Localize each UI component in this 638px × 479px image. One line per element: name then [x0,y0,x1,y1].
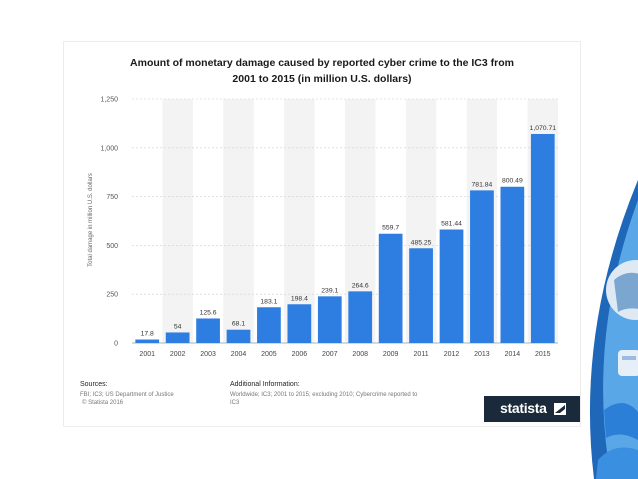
globe-decoration-icon [589,180,638,479]
value-label: 183.1 [260,298,277,305]
statista-logo[interactable]: statista [484,396,580,422]
value-label: 239.1 [321,287,338,294]
value-label: 54 [174,323,182,330]
x-tick-label: 2015 [535,351,551,358]
x-tick-label: 2011 [414,351,429,358]
y-tick-label: 750 [106,194,118,201]
chart-title-line-2: 2001 to 2015 (in million U.S. dollars) [232,73,411,85]
bar [196,318,220,343]
sources-line-1: FBI; IC3; US Department of Justice [80,392,174,398]
x-tick-label: 2008 [352,351,368,358]
column-band [223,99,254,343]
x-tick-label: 2014 [505,351,521,358]
bar [287,304,312,343]
x-tick-label: 2013 [474,351,490,358]
y-tick-label: 1,000 [100,145,118,152]
y-tick-labels: 0 250 500 750 1,000 1,250 [100,97,118,348]
additional-info-line-2: IC3 [230,400,240,406]
bar [378,233,403,343]
y-tick-label: 1,250 [100,97,118,104]
bar [257,307,281,343]
x-tick-label: 2006 [292,351,308,358]
value-label: 581.44 [441,221,462,228]
bar [470,190,494,343]
bar [317,296,342,343]
bar [135,339,160,343]
additional-info-label: Additional Information: [230,381,300,388]
bar [439,229,464,343]
bar [500,186,525,343]
bars [135,133,555,343]
value-label: 800.49 [502,178,523,185]
value-label: 264.6 [352,282,369,289]
value-label: 17.8 [141,331,154,338]
x-tick-label: 2001 [139,351,155,358]
x-tick-label: 2005 [261,351,277,358]
value-label: 198.4 [291,295,308,302]
value-label: 781.84 [472,181,493,188]
statista-mark-icon [554,403,566,415]
value-label: 68.1 [232,321,245,328]
sources-line-2: © Statista 2016 [82,400,124,406]
additional-info-line-1: Worldwide; IC3; 2001 to 2015; excluding … [230,392,418,398]
bar-chart: Amount of monetary damage caused by repo… [88,57,558,358]
chart-footer: Sources: FBI; IC3; US Department of Just… [80,381,580,421]
value-label: 1,070.71 [530,125,557,132]
x-tick-label: 2003 [200,351,216,358]
value-label: 559.7 [382,225,399,232]
y-tick-label: 0 [114,341,118,348]
x-tick-label: 2012 [444,351,460,358]
bar [530,133,555,343]
x-tick-labels: 2001 2002 2003 2004 2005 2006 2007 2008 2009 2011… [139,351,550,358]
x-tick-label: 2004 [231,351,247,358]
value-label: 485.25 [411,239,432,246]
sources-label: Sources: [80,381,108,388]
chart-card: Amount of monetary damage caused by repo… [64,42,580,426]
x-tick-label: 2002 [170,351,186,358]
chart-title-line-1: Amount of monetary damage caused by repo… [130,57,514,69]
bar [226,329,251,343]
bar [165,332,190,343]
y-axis-label: Total damage in million U.S. dollars [88,173,94,267]
statista-logo-text: statista [500,400,547,416]
column-band [162,99,193,343]
y-tick-label: 500 [106,243,118,250]
x-tick-label: 2009 [383,351,399,358]
column-band [284,99,315,343]
x-tick-label: 2007 [322,351,338,358]
y-tick-label: 250 [106,292,118,299]
bar [409,248,433,343]
value-labels: 17.8 54 125.6 68.1 183.1 198.4 239.1 264.6 559.7… [141,125,557,338]
bar [348,291,373,343]
value-label: 125.6 [200,309,217,316]
